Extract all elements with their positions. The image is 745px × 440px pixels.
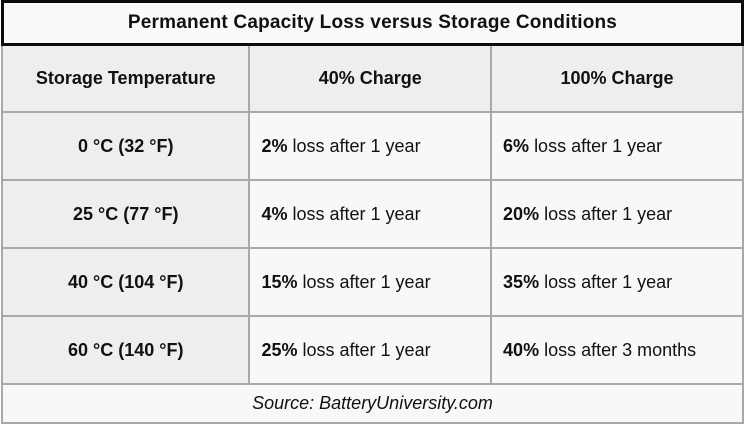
temp-cell: 40 °C (104 °F) — [0, 247, 251, 317]
loss-percent: 2% — [261, 135, 288, 156]
charge100-cell: 35% loss after 1 year — [490, 247, 744, 317]
charge40-cell: 2% loss after 1 year — [248, 111, 493, 181]
loss-text: loss after 1 year — [544, 203, 673, 224]
loss-percent: 25% — [261, 339, 298, 360]
charge100-cell: 40% loss after 3 months — [490, 315, 744, 385]
charge40-cell: 15% loss after 1 year — [248, 247, 493, 317]
loss-text: loss after 1 year — [292, 135, 421, 156]
column-header-40-charge: 40% Charge — [248, 46, 493, 113]
loss-text: loss after 1 year — [544, 271, 673, 292]
table-row: 40 °C (104 °F) 15% loss after 1 year 35% l… — [0, 247, 744, 317]
temp-cell: 0 °C (32 °F) — [0, 111, 251, 181]
loss-percent: 6% — [503, 135, 530, 156]
charge100-cell: 20% loss after 1 year — [490, 179, 744, 249]
table-title: Permanent Capacity Loss versus Storage C… — [1, 0, 744, 46]
table-row: 0 °C (32 °F) 2% loss after 1 year 6% loss … — [0, 111, 744, 181]
charge40-cell: 4% loss after 1 year — [248, 179, 493, 249]
column-header-100-charge: 100% Charge — [490, 46, 744, 113]
loss-percent: 4% — [261, 203, 288, 224]
temp-cell: 60 °C (140 °F) — [0, 315, 251, 385]
loss-percent: 35% — [503, 271, 540, 292]
loss-text: loss after 1 year — [292, 203, 421, 224]
loss-percent: 40% — [503, 339, 540, 360]
source-row: Source: BatteryUniversity.com — [1, 383, 744, 424]
header-row: Storage Temperature 40% Charge 100% Char… — [0, 46, 744, 113]
charge40-cell: 25% loss after 1 year — [248, 315, 493, 385]
source-attribution: Source: BatteryUniversity.com — [1, 383, 744, 424]
loss-percent: 20% — [503, 203, 540, 224]
table-row: 60 °C (140 °F) 25% loss after 1 year 40% l… — [0, 315, 744, 385]
loss-text: loss after 1 year — [302, 271, 431, 292]
temp-cell: 25 °C (77 °F) — [0, 179, 251, 249]
loss-text: loss after 1 year — [534, 135, 663, 156]
loss-text: loss after 3 months — [544, 339, 697, 360]
loss-text: loss after 1 year — [302, 339, 431, 360]
table-row: 25 °C (77 °F) 4% loss after 1 year 20% los… — [0, 179, 744, 249]
loss-percent: 15% — [261, 271, 298, 292]
capacity-loss-table: Storage Temperature 40% Charge 100% Char… — [0, 46, 744, 424]
column-header-storage-temperature: Storage Temperature — [0, 46, 251, 113]
charge100-cell: 6% loss after 1 year — [490, 111, 744, 181]
